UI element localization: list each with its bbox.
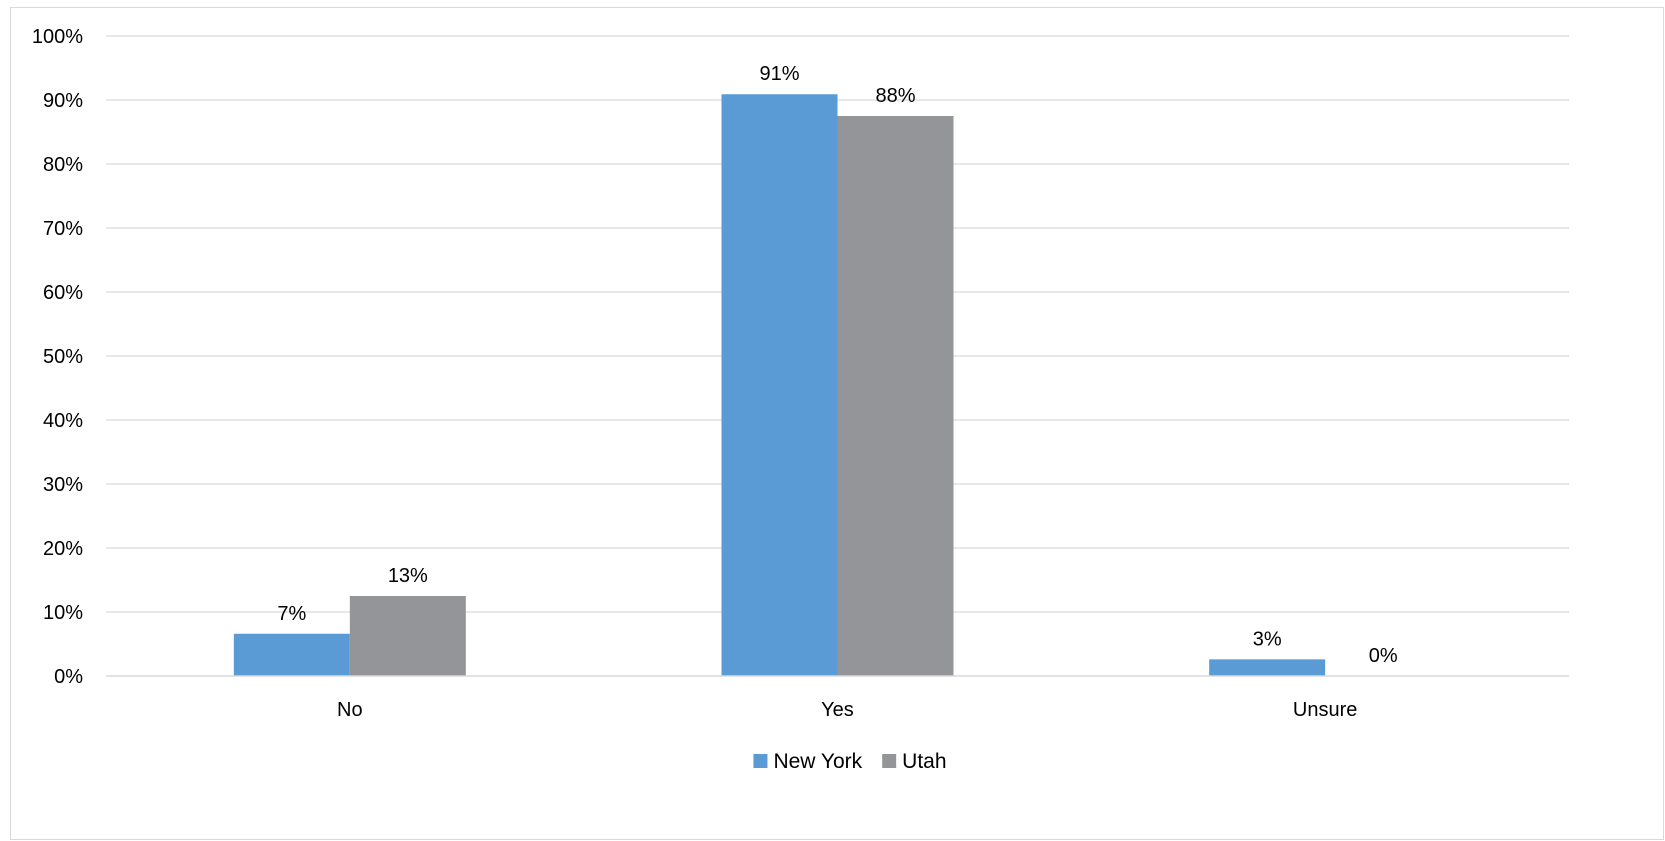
y-tick-label: 10%: [43, 602, 83, 624]
y-tick-label: 50%: [43, 346, 83, 368]
bar-yes-new-york: [721, 94, 838, 677]
legend-swatch: [753, 754, 768, 768]
y-tick-label: 60%: [43, 282, 83, 304]
bar-no-utah: [349, 596, 466, 676]
data-label: 7%: [277, 603, 306, 625]
y-tick-label: 30%: [43, 474, 83, 496]
y-tick-label: 90%: [43, 90, 83, 112]
y-axis-tick-labels: 0% 10% 20% 30% 40% 50% 60% 70% 80% 90% 100%: [32, 26, 83, 688]
bar-no-new-york: [233, 633, 350, 676]
legend: New York Utah: [753, 750, 947, 773]
y-tick-label: 40%: [43, 410, 83, 432]
data-label: 3%: [1253, 628, 1282, 650]
bars: [233, 94, 1326, 677]
y-tick-label: 20%: [43, 538, 83, 560]
x-tick-label: Yes: [821, 699, 854, 721]
bar-unsure-new-york: [1209, 659, 1326, 676]
y-tick-label: 80%: [43, 154, 83, 176]
data-label: 91%: [759, 63, 799, 85]
legend-label: Utah: [902, 750, 946, 773]
x-tick-label: Unsure: [1293, 699, 1357, 721]
y-tick-label: 0%: [54, 666, 83, 688]
legend-label: New York: [773, 750, 862, 773]
data-label: 88%: [875, 85, 915, 107]
data-label: 0%: [1369, 645, 1398, 667]
data-labels: 7% 13% 91% 88% 3% 0%: [277, 63, 1397, 667]
x-axis-tick-labels: No Yes Unsure: [337, 699, 1357, 721]
y-tick-label: 100%: [32, 26, 83, 48]
chart-area: 0% 10% 20% 30% 40% 50% 60% 70% 80% 90% 100% 7% 13% 9…: [10, 7, 1664, 840]
y-tick-label: 70%: [43, 218, 83, 240]
x-tick-label: No: [337, 699, 363, 721]
bar-yes-utah: [837, 116, 954, 676]
data-label: 13%: [388, 565, 428, 587]
bar-chart: 0% 10% 20% 30% 40% 50% 60% 70% 80% 90% 100% 7% 13% 9…: [32, 26, 1569, 773]
legend-swatch: [882, 754, 897, 768]
